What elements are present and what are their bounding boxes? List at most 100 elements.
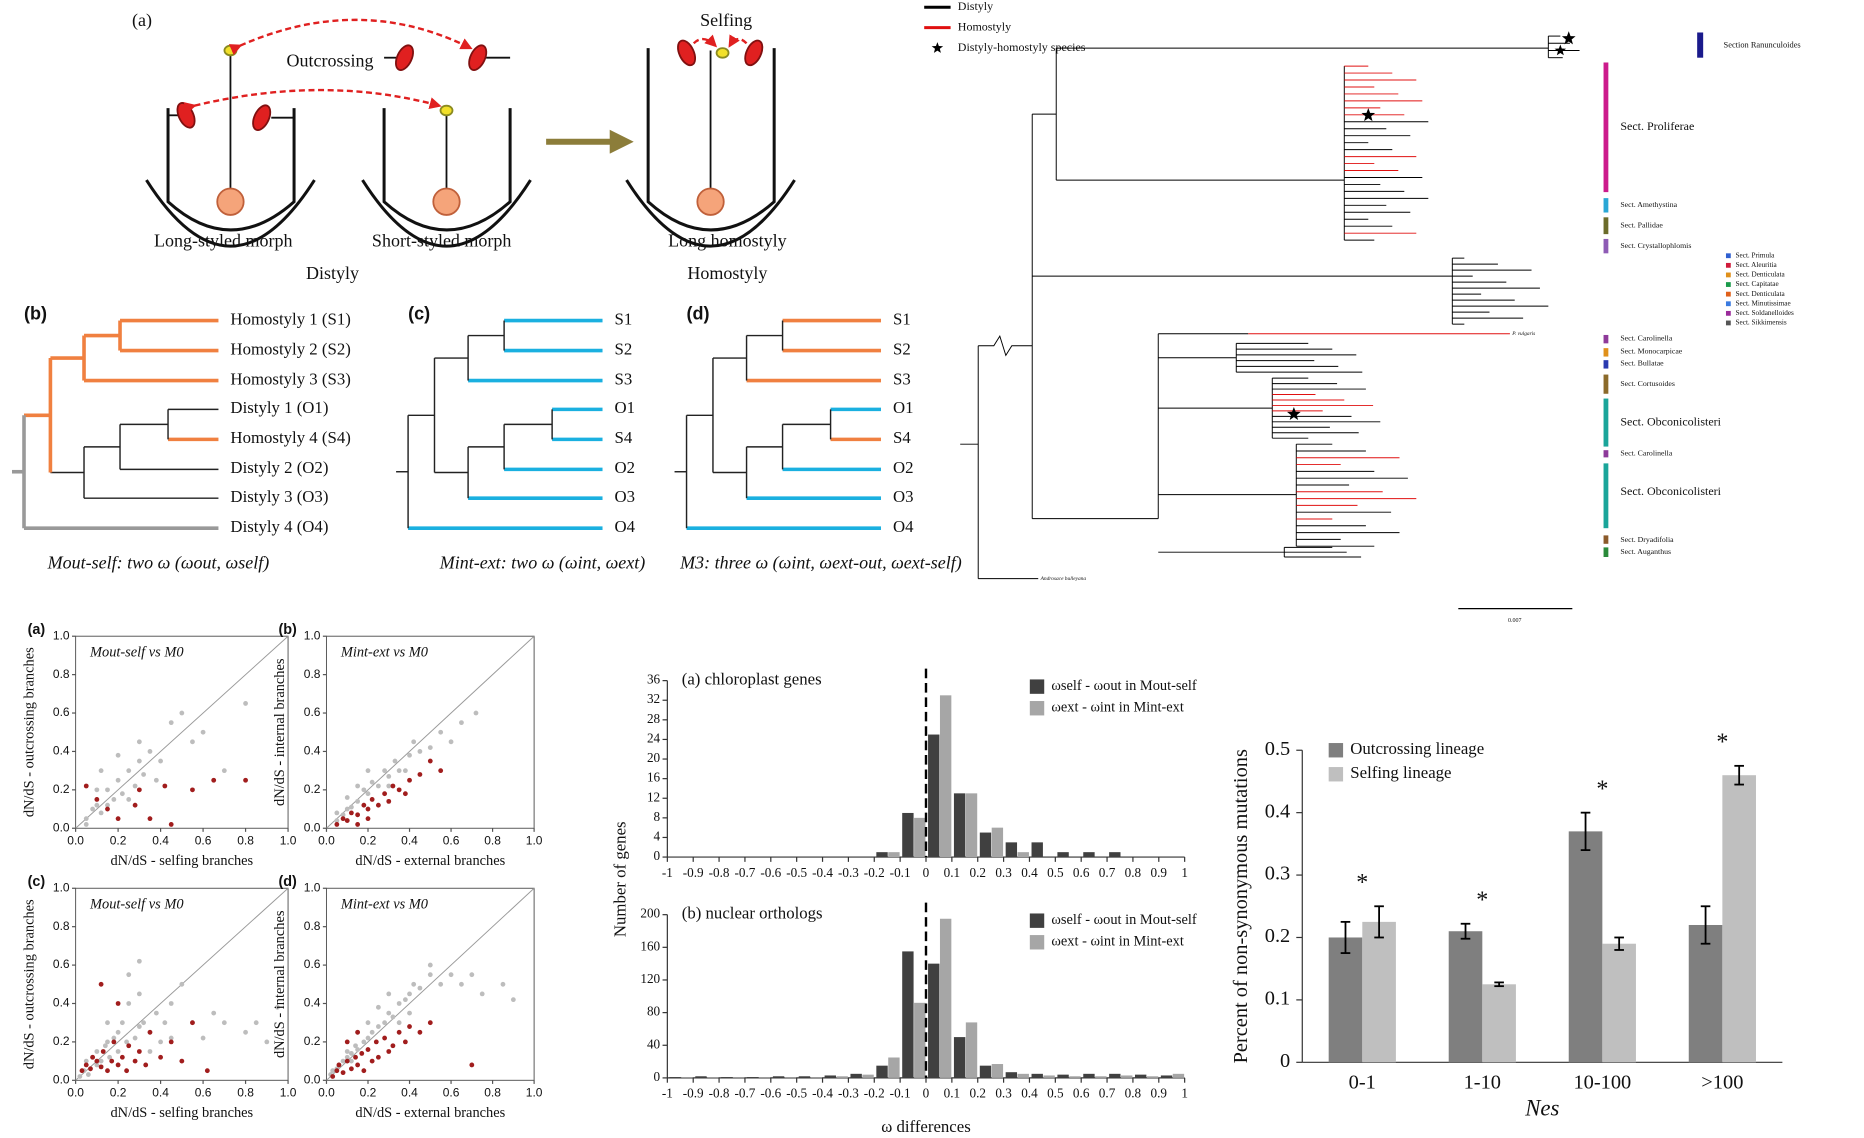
point — [369, 779, 375, 785]
bar — [888, 852, 900, 858]
point — [105, 1020, 110, 1026]
point — [136, 1049, 142, 1054]
point — [407, 1024, 412, 1029]
point — [190, 1020, 195, 1026]
x-tick-label: 1.0 — [280, 1086, 297, 1100]
point — [386, 783, 392, 789]
point — [126, 768, 132, 774]
panel-title: Mint-ext vs M0 — [340, 896, 429, 912]
x-axis-label: dN/dS - external branches — [355, 1105, 505, 1121]
bar — [1109, 1073, 1121, 1078]
y-tick-label: 1.0 — [53, 880, 70, 894]
point — [340, 816, 346, 822]
point — [179, 710, 185, 716]
x-axis-label: dN/dS - selfing branches — [110, 1105, 253, 1121]
legend-label: ωext - ωint in Mint-ext — [1051, 700, 1183, 716]
y-tick-label: 32 — [647, 691, 660, 706]
point — [427, 758, 433, 764]
corolla-tube — [646, 48, 776, 232]
point — [136, 958, 142, 964]
point — [353, 1054, 358, 1060]
x-tick-label: 0.4 — [152, 1086, 169, 1100]
section-label: Sect. Auganthus — [1620, 547, 1671, 556]
point — [348, 1058, 354, 1064]
point — [88, 1066, 93, 1072]
star-marker — [1361, 108, 1376, 122]
bar — [902, 812, 914, 858]
x-tick-label: 1 — [1181, 865, 1188, 880]
bar — [939, 918, 952, 1078]
point — [243, 777, 248, 783]
point — [119, 1054, 125, 1060]
bar — [758, 1077, 771, 1078]
section-bar — [1725, 320, 1731, 326]
x-tick-label: 0.2 — [969, 865, 985, 880]
point — [162, 1020, 168, 1026]
y-tick-label: 40 — [647, 1036, 661, 1051]
legend-swatch — [1029, 679, 1045, 694]
y-tick-label: 4 — [654, 828, 661, 843]
legend-swatch — [1029, 913, 1045, 928]
y-tick-label: 36 — [647, 672, 661, 687]
panel-label: (d) — [687, 303, 710, 323]
point — [126, 1043, 132, 1049]
bar — [1095, 1076, 1107, 1078]
x-tick-label: -0.9 — [683, 865, 704, 880]
model-caption: Mint-ext: two ω (ωint, ωext) — [439, 552, 646, 573]
point — [168, 822, 174, 827]
y-axis-label: Number of genes — [611, 821, 630, 937]
diagonal — [75, 635, 289, 829]
point — [369, 797, 375, 802]
bar — [876, 852, 888, 858]
x-tick-label: 0.3 — [995, 865, 1012, 880]
x-tick-label: 0.8 — [237, 834, 254, 848]
point — [348, 1066, 354, 1072]
section-label: Sect. Capitatae — [1736, 280, 1779, 288]
plot-frame — [325, 635, 535, 829]
point — [136, 991, 142, 997]
point — [115, 1049, 121, 1054]
y-tick-label: 160 — [640, 938, 660, 953]
x-tick-label: 0.8 — [237, 1086, 254, 1100]
leaf-label: Distyly 4 (O4) — [230, 517, 328, 536]
bar — [1069, 1076, 1081, 1078]
panel-title: Mout-self vs M0 — [89, 644, 184, 660]
legend-label: ωext - ωint in Mint-ext — [1051, 934, 1183, 950]
y-tick-label: 0.0 — [304, 1072, 321, 1086]
point — [147, 816, 153, 822]
point — [105, 1039, 110, 1045]
leaf-label: Distyly 3 (O3) — [230, 487, 328, 506]
bar — [695, 1076, 707, 1078]
point — [402, 768, 408, 774]
point — [396, 1029, 402, 1035]
leaf-label: O1 — [615, 398, 636, 417]
point — [427, 972, 433, 978]
bar — [1109, 852, 1121, 858]
bar — [1005, 1072, 1018, 1078]
section-bar — [1725, 262, 1731, 268]
point — [386, 1049, 392, 1054]
ovary — [696, 187, 725, 216]
point — [365, 806, 371, 812]
x-tick-label: 0.6 — [1073, 865, 1090, 880]
point — [336, 1062, 342, 1068]
point — [115, 777, 121, 783]
point — [124, 1068, 130, 1074]
legend-label: Selfing lineage — [1350, 763, 1451, 782]
point — [417, 749, 423, 754]
bar — [1017, 852, 1029, 858]
x-tick-label: 0.0 — [318, 1086, 335, 1100]
x-tick-label: 0.4 — [1021, 1086, 1038, 1101]
x-tick-label: -0.7 — [734, 865, 755, 880]
point — [109, 1058, 115, 1064]
point — [417, 1029, 423, 1035]
point — [355, 783, 361, 789]
x-tick-label: -0.4 — [812, 1086, 833, 1101]
x-tick-label: -0.9 — [683, 1086, 704, 1101]
point — [427, 745, 433, 750]
x-tick-label: -0.4 — [812, 865, 833, 880]
leaf-label: O2 — [893, 458, 914, 477]
y-tick-label: 8 — [654, 809, 661, 824]
long-branch-break — [978, 335, 1033, 357]
point — [253, 1020, 259, 1026]
